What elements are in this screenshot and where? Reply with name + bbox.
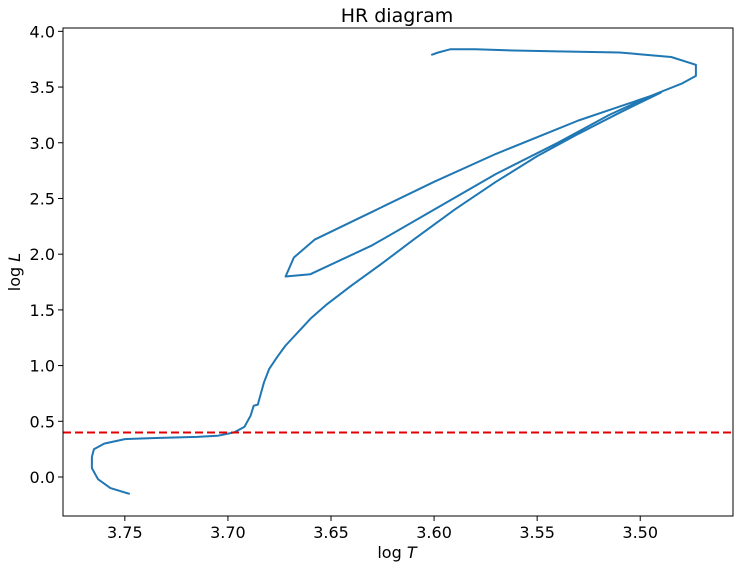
y-tick-label: 3.0 <box>30 134 55 153</box>
y-tick-label: 3.5 <box>30 78 55 97</box>
x-tick-label: 3.75 <box>107 523 143 542</box>
x-tick-label: 3.65 <box>313 523 349 542</box>
x-axis: 3.75 3.70 3.65 3.60 3.55 3.50 <box>107 516 658 542</box>
x-tick-label: 3.70 <box>210 523 246 542</box>
y-tick-label: 2.0 <box>30 245 55 264</box>
y-tick-label: 0.5 <box>30 412 55 431</box>
y-tick-label: 2.5 <box>30 189 55 208</box>
y-axis-label: log L <box>5 253 24 291</box>
evolution-track-line <box>90 48 697 495</box>
y-tick-label: 1.0 <box>30 357 55 376</box>
plot-area <box>63 48 733 495</box>
chart-title: HR diagram <box>341 5 454 27</box>
x-tick-label: 3.55 <box>519 523 555 542</box>
plot-frame <box>62 27 734 517</box>
y-tick-label: 4.0 <box>30 22 55 41</box>
y-tick-label: 0.0 <box>30 468 55 487</box>
x-tick-label: 3.50 <box>622 523 658 542</box>
x-tick-label: 3.60 <box>416 523 452 542</box>
y-axis: 0.0 0.5 1.0 1.5 2.0 2.5 3.0 3.5 4.0 <box>30 22 63 487</box>
y-tick-label: 1.5 <box>30 301 55 320</box>
x-axis-label: log T <box>377 543 417 562</box>
